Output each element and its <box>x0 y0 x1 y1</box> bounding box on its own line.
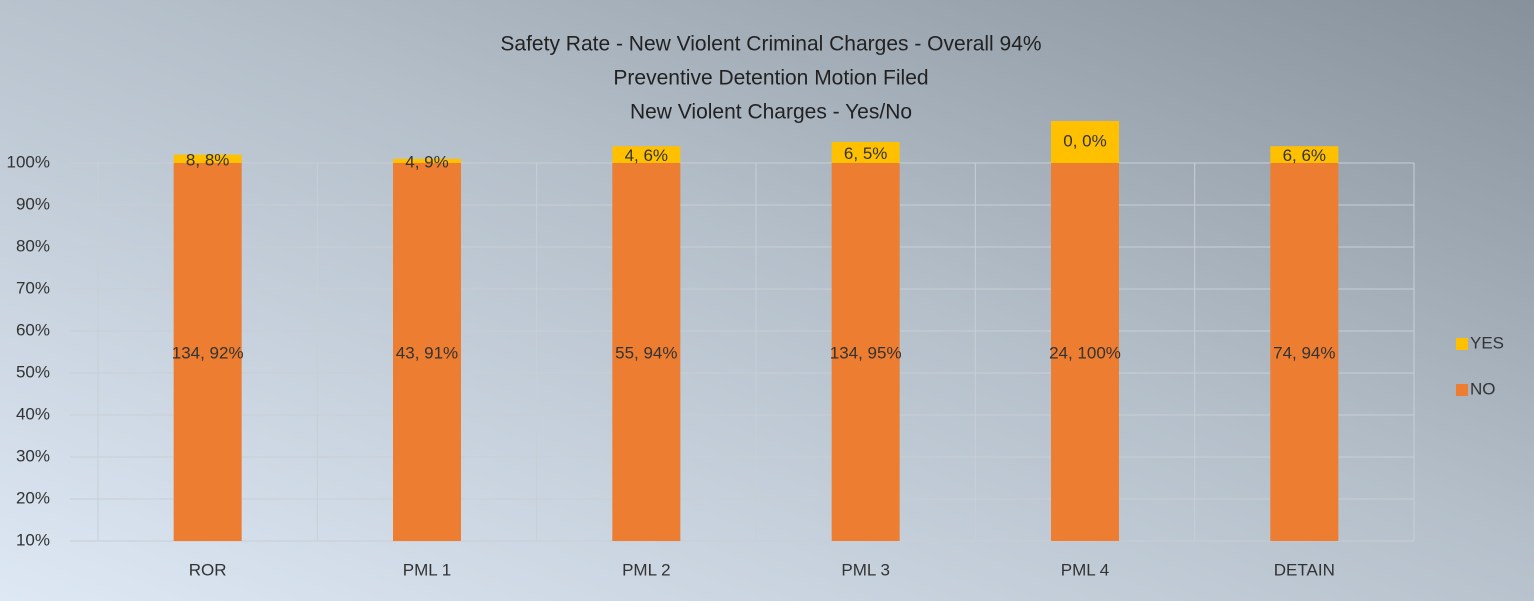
data-label: 74, 94% <box>1273 343 1335 362</box>
data-label: 6, 5% <box>844 144 887 163</box>
y-tick-label: 100% <box>7 152 50 171</box>
data-label: 134, 92% <box>172 343 244 362</box>
data-label: 4, 6% <box>625 146 668 165</box>
bar-segment <box>831 163 900 541</box>
bar-segment <box>612 163 681 541</box>
legend-label: YES <box>1470 333 1504 352</box>
y-tick-label: 90% <box>16 194 50 213</box>
y-tick-label: 10% <box>16 530 50 549</box>
bar-segment <box>393 163 461 541</box>
x-tick-label: ROR <box>189 560 227 579</box>
data-label: 0, 0% <box>1063 131 1106 150</box>
legend-label: NO <box>1470 379 1496 398</box>
bar-segment <box>831 142 900 163</box>
bar-segment <box>1051 121 1119 163</box>
y-tick-label: 80% <box>16 236 50 255</box>
data-label: 24, 100% <box>1049 343 1121 362</box>
bar-segment <box>173 154 242 163</box>
bar-segment <box>393 158 461 163</box>
legend-swatch <box>1456 338 1468 350</box>
chart-title: Safety Rate - New Violent Criminal Charg… <box>500 33 1041 56</box>
x-tick-label: PML 4 <box>1061 560 1110 579</box>
chart-subtitle: Preventive Detention Motion Filed <box>613 67 928 90</box>
data-label: 6, 6% <box>1283 146 1326 165</box>
bar-segment <box>1051 163 1119 541</box>
y-tick-label: 30% <box>16 446 50 465</box>
bar-segment <box>1270 163 1339 541</box>
y-tick-label: 70% <box>16 278 50 297</box>
data-label: 8, 8% <box>186 150 229 169</box>
x-tick-label: PML 3 <box>841 560 890 579</box>
bar-segment <box>1270 146 1339 163</box>
y-tick-label: 50% <box>16 362 50 381</box>
y-tick-label: 20% <box>16 488 50 507</box>
chart-subtitle: New Violent Charges - Yes/No <box>630 101 912 124</box>
y-tick-label: 60% <box>16 320 50 339</box>
legend-swatch <box>1456 384 1468 396</box>
data-label: 55, 94% <box>615 343 677 362</box>
x-tick-label: DETAIN <box>1274 560 1335 579</box>
data-label: 43, 91% <box>396 343 458 362</box>
bar-segment <box>612 146 681 163</box>
y-tick-label: 40% <box>16 404 50 423</box>
bar-segment <box>173 163 242 541</box>
data-label: 134, 95% <box>830 343 902 362</box>
x-tick-label: PML 2 <box>622 560 671 579</box>
data-label: 4, 9% <box>405 152 448 171</box>
x-tick-label: PML 1 <box>403 560 452 579</box>
